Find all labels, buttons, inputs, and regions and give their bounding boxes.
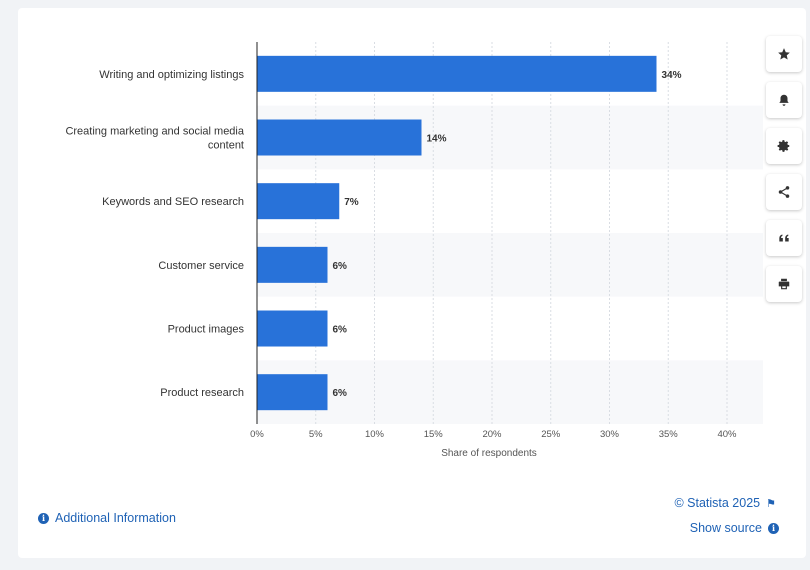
notification-button[interactable]: [766, 82, 802, 118]
share-icon: [778, 186, 790, 198]
category-label: content: [208, 140, 244, 152]
print-button[interactable]: [766, 266, 802, 302]
bar: [257, 310, 328, 347]
print-icon: [778, 278, 790, 290]
chart-toolbar: [766, 36, 802, 312]
settings-button[interactable]: [766, 128, 802, 164]
band-background: [257, 360, 763, 425]
value-label: 6%: [333, 261, 348, 272]
x-tick-label: 5%: [309, 429, 323, 440]
x-tick-label: 0%: [250, 429, 264, 440]
bar: [257, 374, 328, 411]
value-label: 6%: [333, 388, 348, 399]
x-tick-label: 10%: [365, 429, 385, 440]
bell-icon: [779, 94, 789, 106]
category-label: Product research: [160, 387, 244, 399]
x-tick-label: 20%: [482, 429, 502, 440]
x-tick-label: 15%: [424, 429, 444, 440]
additional-information-link[interactable]: i Additional Information: [38, 511, 176, 525]
gear-icon: [777, 140, 790, 152]
bar-chart: 34% Writing and optimizing listings 14% Cre…: [65, 42, 763, 459]
favorite-button[interactable]: [766, 36, 802, 72]
info-icon: i: [38, 512, 49, 524]
value-label: 7%: [344, 197, 359, 208]
band-background: [257, 233, 763, 297]
info-icon: i: [768, 522, 779, 534]
category-label: Creating marketing and social media: [65, 126, 244, 138]
bar: [257, 183, 340, 220]
cite-button[interactable]: [766, 220, 802, 256]
flag-icon: ⚑: [766, 497, 776, 510]
category-label: Writing and optimizing listings: [99, 69, 244, 81]
bar: [257, 119, 422, 156]
show-source-label: Show source: [689, 521, 762, 535]
share-button[interactable]: [766, 174, 802, 210]
star-icon: [778, 48, 790, 60]
category-label: Product images: [168, 324, 245, 336]
value-label: 6%: [333, 325, 348, 336]
x-tick-label: 35%: [659, 429, 679, 440]
quote-icon: [779, 234, 789, 242]
value-label: 14%: [427, 134, 447, 145]
x-tick-label: 30%: [600, 429, 620, 440]
show-source-link[interactable]: Show source i: [690, 521, 779, 535]
x-tick-label: 25%: [541, 429, 561, 440]
additional-information-label: Additional Information: [55, 511, 176, 525]
x-tick-label: 40%: [717, 429, 737, 440]
category-label: Customer service: [158, 260, 244, 272]
chart-card: 34% Writing and optimizing listings 14% Cre…: [18, 8, 806, 558]
category-label: Keywords and SEO research: [102, 196, 244, 208]
statista-credit[interactable]: © Statista 2025 ⚑: [674, 496, 776, 510]
x-axis-title: Share of respondents: [441, 448, 537, 459]
credit-label: © Statista 2025: [674, 496, 761, 510]
value-label: 34%: [662, 70, 682, 81]
bar: [257, 55, 657, 92]
bar: [257, 246, 328, 283]
